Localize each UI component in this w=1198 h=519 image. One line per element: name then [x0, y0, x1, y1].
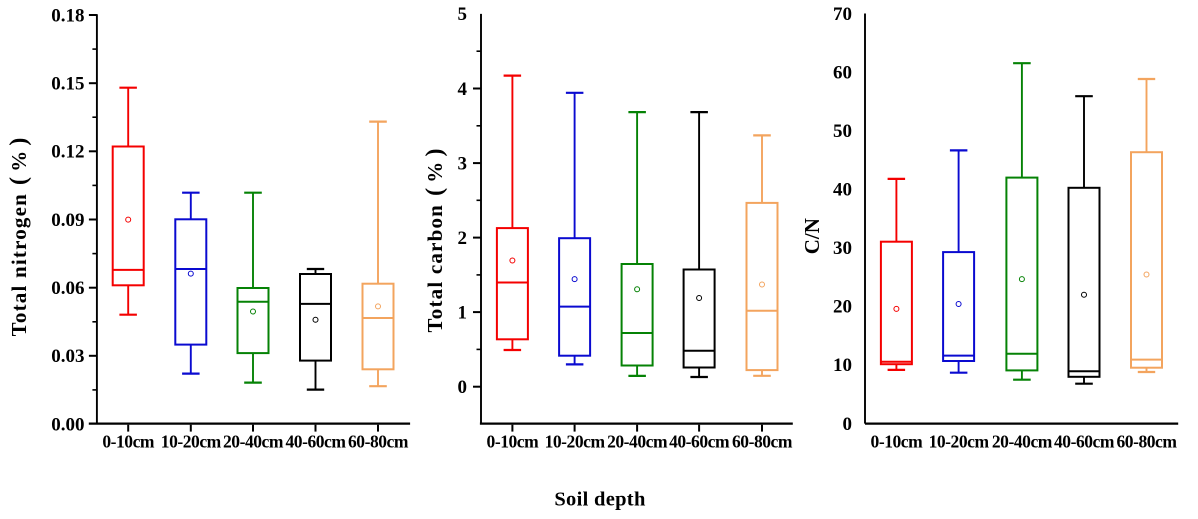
- svg-text:40: 40: [833, 180, 852, 201]
- svg-text:40-60cm: 40-60cm: [285, 432, 346, 452]
- svg-text:4: 4: [458, 79, 468, 100]
- svg-text:10-20cm: 10-20cm: [545, 432, 606, 452]
- svg-text:60-80cm: 60-80cm: [348, 432, 409, 452]
- svg-text:Total nitrogen(%): Total nitrogen(%): [6, 136, 32, 336]
- svg-text:Total carbon(%): Total carbon(%): [422, 147, 448, 332]
- svg-text:0: 0: [843, 414, 853, 435]
- svg-text:20: 20: [833, 297, 852, 318]
- svg-text:50: 50: [833, 121, 852, 142]
- svg-text:70: 70: [833, 4, 852, 25]
- svg-text:40-60cm: 40-60cm: [669, 432, 730, 452]
- svg-text:C/N: C/N: [800, 218, 824, 254]
- svg-text:30: 30: [833, 238, 852, 259]
- svg-text:0-10cm: 0-10cm: [871, 432, 924, 452]
- svg-text:20-40cm: 20-40cm: [607, 432, 668, 452]
- svg-text:0.12: 0.12: [51, 142, 84, 163]
- svg-text:3: 3: [458, 153, 468, 174]
- svg-text:10: 10: [833, 355, 852, 376]
- svg-text:10-20cm: 10-20cm: [161, 432, 222, 452]
- svg-text:0-10cm: 0-10cm: [102, 432, 155, 452]
- svg-text:1: 1: [458, 302, 468, 323]
- svg-text:0.03: 0.03: [51, 346, 84, 367]
- svg-text:20-40cm: 20-40cm: [223, 432, 284, 452]
- svg-text:20-40cm: 20-40cm: [992, 432, 1053, 452]
- svg-text:5: 5: [458, 4, 468, 25]
- svg-text:0.15: 0.15: [51, 74, 84, 95]
- svg-text:0: 0: [458, 377, 468, 398]
- svg-text:40-60cm: 40-60cm: [1054, 432, 1115, 452]
- svg-text:2: 2: [458, 228, 468, 249]
- svg-text:Soil depth: Soil depth: [554, 489, 646, 511]
- svg-text:0.00: 0.00: [51, 414, 84, 435]
- svg-text:0.06: 0.06: [51, 278, 84, 299]
- svg-text:60: 60: [833, 63, 852, 84]
- svg-text:0.09: 0.09: [51, 210, 84, 231]
- svg-text:0-10cm: 0-10cm: [487, 432, 540, 452]
- svg-text:60-80cm: 60-80cm: [732, 432, 793, 452]
- svg-text:0.18: 0.18: [51, 5, 84, 26]
- svg-text:60-80cm: 60-80cm: [1116, 432, 1177, 452]
- svg-text:10-20cm: 10-20cm: [929, 432, 990, 452]
